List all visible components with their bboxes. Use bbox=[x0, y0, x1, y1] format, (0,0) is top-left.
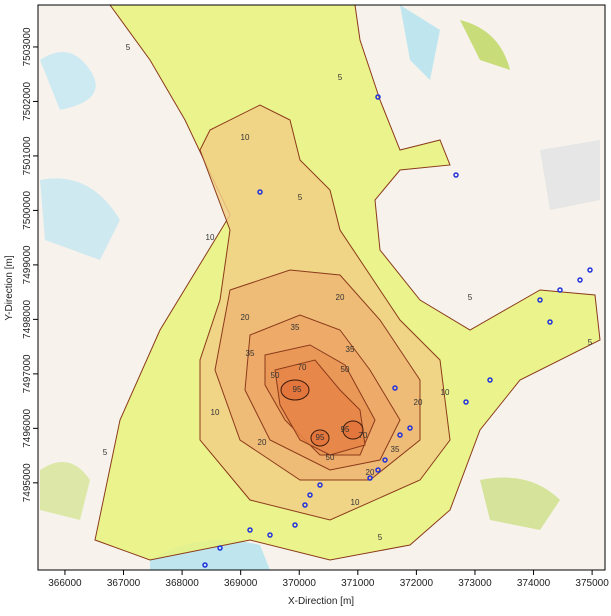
contour-label: 5 bbox=[103, 448, 108, 457]
contour-label: 10 bbox=[241, 133, 250, 142]
contour-label: 5 bbox=[468, 293, 473, 302]
contour-label: 10 bbox=[206, 233, 215, 242]
x-tick-label: 375000 bbox=[575, 578, 609, 589]
contour-label: 70 bbox=[359, 431, 368, 440]
contour-label: 50 bbox=[271, 371, 280, 380]
contour-label: 5 bbox=[338, 73, 343, 82]
x-tick-label: 371000 bbox=[341, 578, 375, 589]
x-tick-label: 374000 bbox=[517, 578, 551, 589]
contour-label: 10 bbox=[351, 498, 360, 507]
contour-label: 50 bbox=[326, 453, 335, 462]
contour-label: 10 bbox=[441, 388, 450, 397]
contour-label: 20 bbox=[241, 313, 250, 322]
contour-label: 5 bbox=[378, 533, 383, 542]
x-tick-label: 370000 bbox=[283, 578, 317, 589]
x-tick-label: 366000 bbox=[48, 578, 82, 589]
contour-label: 20 bbox=[366, 468, 375, 477]
y-tick-label: 7502000 bbox=[22, 82, 33, 121]
contour-label: 35 bbox=[346, 345, 355, 354]
y-tick-label: 7497000 bbox=[22, 354, 33, 393]
x-tick-label: 367000 bbox=[107, 578, 141, 589]
contour-label: 20 bbox=[336, 293, 345, 302]
x-tick-label: 372000 bbox=[400, 578, 434, 589]
x-tick-label: 368000 bbox=[165, 578, 199, 589]
contour-label: 50 bbox=[341, 365, 350, 374]
y-tick-label: 7495000 bbox=[22, 463, 33, 502]
x-tick-label: 369000 bbox=[224, 578, 258, 589]
y-tick-label: 7499000 bbox=[22, 245, 33, 284]
x-axis-label: X-Direction [m] bbox=[288, 596, 354, 607]
y-tick-label: 7503000 bbox=[22, 27, 33, 66]
y-tick-label: 7496000 bbox=[22, 408, 33, 447]
contour-label: 5 bbox=[298, 193, 303, 202]
contour-label: 95 bbox=[293, 385, 302, 394]
y-tick-label: 7501000 bbox=[22, 136, 33, 175]
contour-label: 5 bbox=[588, 338, 593, 347]
contour-label: 10 bbox=[211, 408, 220, 417]
contour-label: 20 bbox=[414, 398, 423, 407]
contour-band bbox=[280, 379, 364, 447]
y-axis-label: Y-Direction [m] bbox=[4, 255, 15, 320]
receptors bbox=[202, 94, 593, 568]
x-tick-label: 373000 bbox=[458, 578, 492, 589]
contour-label: 70 bbox=[298, 363, 307, 372]
contour-label: 35 bbox=[246, 349, 255, 358]
contour-label: 20 bbox=[258, 438, 267, 447]
basemap bbox=[38, 5, 605, 570]
contour-label: 95 bbox=[341, 425, 350, 434]
contour-label: 35 bbox=[291, 323, 300, 332]
contour-label: 95 bbox=[316, 433, 325, 442]
contour-label: 5 bbox=[126, 43, 131, 52]
y-tick-label: 7500000 bbox=[22, 191, 33, 230]
y-tick-label: 7498000 bbox=[22, 299, 33, 338]
contour-label: 35 bbox=[391, 445, 400, 454]
plot-frame bbox=[37, 4, 606, 571]
